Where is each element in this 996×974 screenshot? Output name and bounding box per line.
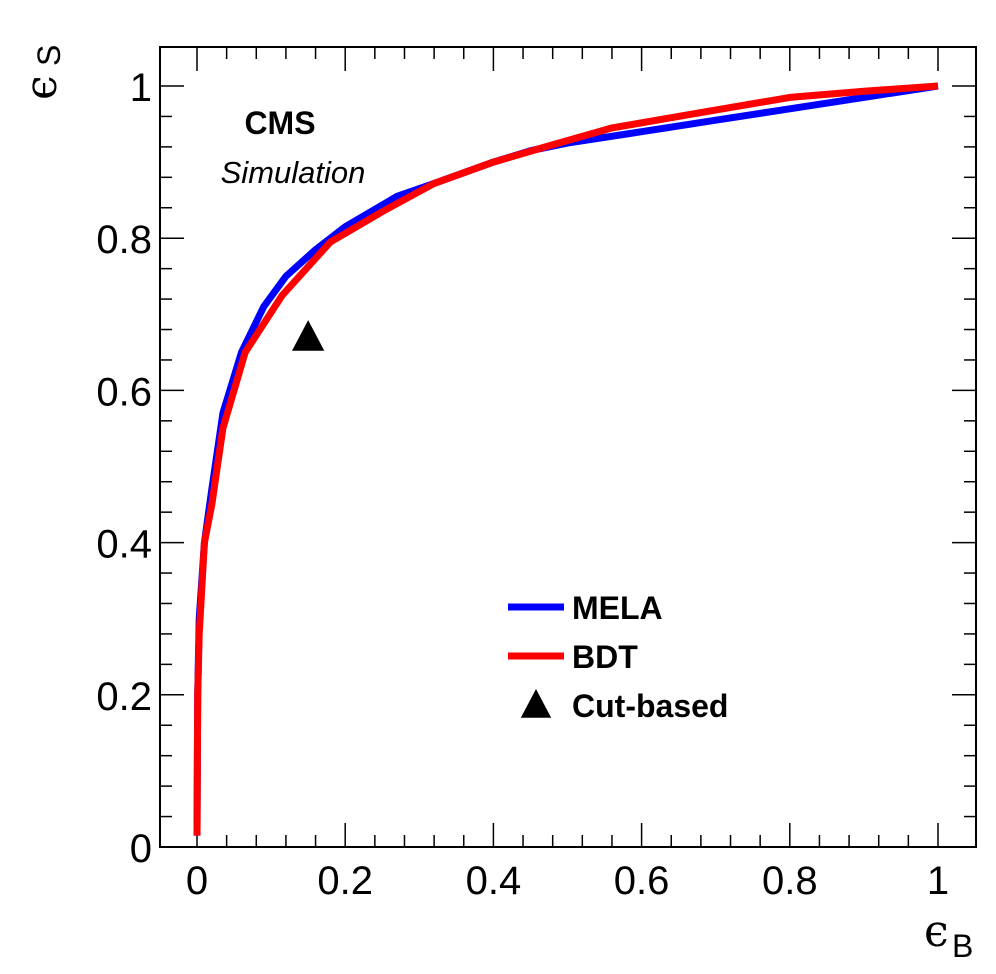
legend-swatch-cut-based [520, 689, 552, 718]
legend: MELA BDT Cut-based [508, 590, 728, 724]
x-tick-label: 1 [927, 859, 949, 903]
legend-label-bdt: BDT [572, 639, 638, 675]
legend-label-mela: MELA [572, 590, 663, 626]
plot-frame [159, 46, 977, 848]
y-tick-label: 0.6 [96, 370, 152, 414]
x-axis-symbol: ϵ [924, 906, 949, 957]
legend-label-cut-based: Cut-based [572, 688, 728, 724]
experiment-label: CMS [244, 105, 315, 141]
x-axis-title: ϵ B [924, 906, 973, 964]
axis-ticks [160, 47, 976, 848]
status-label: Simulation [221, 155, 366, 190]
axis-tick-labels: 0 0.2 0.4 0.6 0.8 1 0 0.2 0.4 0.6 0.8 1 [96, 66, 949, 903]
series-line-bdt [193, 82, 939, 836]
x-axis-subscript: B [952, 928, 973, 964]
y-tick-label: 1 [130, 66, 152, 110]
cut-based-point [292, 320, 325, 351]
x-tick-label: 0.2 [317, 859, 373, 903]
series-line-mela [193, 82, 939, 836]
y-axis-subscript: S [31, 45, 67, 66]
y-axis-title: ϵ S [16, 45, 67, 100]
y-tick-label: 0 [130, 827, 152, 871]
y-tick-label: 0.2 [96, 675, 152, 719]
x-tick-label: 0.4 [466, 859, 522, 903]
y-tick-label: 0.8 [96, 218, 152, 262]
x-tick-label: 0.6 [614, 859, 670, 903]
x-tick-label: 0.8 [762, 859, 818, 903]
series-markers [292, 320, 325, 351]
y-tick-label: 0.4 [96, 523, 152, 567]
y-axis-symbol: ϵ [16, 75, 67, 100]
series-lines [193, 82, 939, 836]
x-tick-label: 0 [186, 859, 208, 903]
